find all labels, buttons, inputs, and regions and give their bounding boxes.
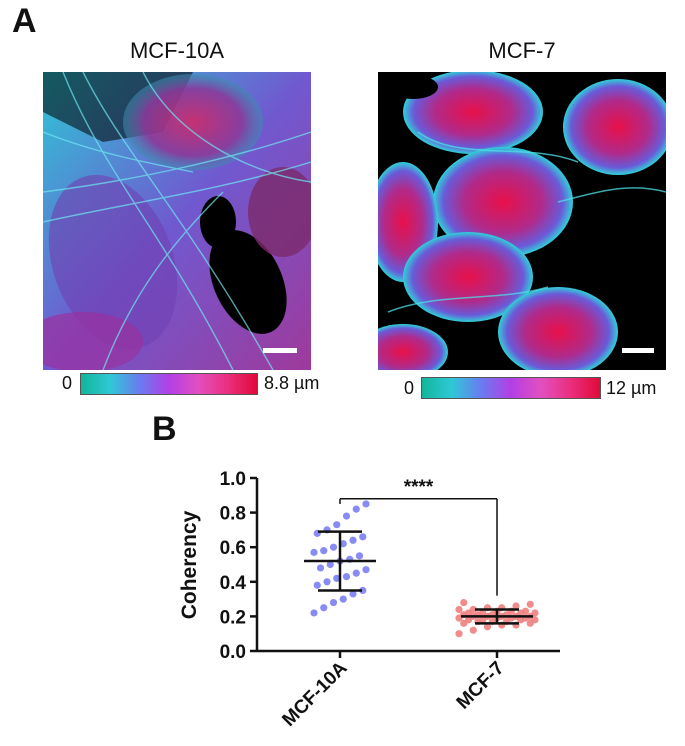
mcf10a-point <box>362 500 370 508</box>
mcf10a-colorbar <box>80 373 258 395</box>
mcf7-point <box>526 600 534 608</box>
mcf10a-point <box>333 574 341 582</box>
y-axis-label: Coherency <box>178 510 201 619</box>
mcf10a-point <box>323 578 331 586</box>
mcf10a-colorbar-max: 8.8 µm <box>264 373 320 393</box>
mcf7-colorbar-min: 0 <box>404 378 415 398</box>
mcf10a-point <box>329 543 338 551</box>
mcf10a-point <box>359 586 367 595</box>
panel-b-label: B <box>152 410 177 448</box>
mcf7-point <box>531 609 539 617</box>
mcf10a-point <box>320 547 328 555</box>
mcf7-point <box>455 630 463 638</box>
mcf10a-point <box>339 540 347 548</box>
mcf10a-point <box>342 573 351 581</box>
panel-a-label: A <box>12 2 37 40</box>
y-tick-label: 1.0 <box>220 469 246 490</box>
significance-stars: **** <box>404 477 434 498</box>
mcf10a-point <box>310 548 318 556</box>
y-tick-label: 0.4 <box>220 573 247 594</box>
mcf10a-point <box>362 566 370 574</box>
y-tick-label: 0.0 <box>220 642 246 663</box>
mcf7-point <box>521 607 530 615</box>
y-tick-label: 0.2 <box>220 607 246 628</box>
mcf10a-point <box>359 533 367 541</box>
mcf7-micrograph <box>378 72 666 370</box>
mcf7-colorbar <box>421 377 601 399</box>
mcf7-point <box>460 598 468 607</box>
mcf10a-point <box>349 590 357 598</box>
mcf7-point <box>512 602 520 610</box>
y-tick-label: 0.6 <box>220 538 246 559</box>
mcf10a-point <box>352 505 360 513</box>
x-tick-label: MCF-10A <box>278 657 351 730</box>
mcf7-image-title: MCF-7 <box>488 38 556 63</box>
mcf10a-point <box>326 560 334 569</box>
mcf7-point <box>483 623 492 631</box>
mcf10a-point <box>352 569 360 577</box>
mcf7-point <box>479 609 487 617</box>
mcf10a-point <box>342 512 351 520</box>
mcf10a-micrograph <box>43 72 311 370</box>
mcf10a-point <box>316 564 325 572</box>
y-tick-label: 0.8 <box>220 504 246 525</box>
mcf10a-point <box>313 581 321 589</box>
mcf10a-colorbar-min: 0 <box>62 373 73 393</box>
mcf10a-point <box>333 521 341 529</box>
mcf7-colorbar-max: 12 µm <box>606 378 657 398</box>
mcf10a-point <box>310 609 318 617</box>
mcf10a-image-title: MCF-10A <box>129 38 225 63</box>
mcf10a-point <box>339 595 347 603</box>
mcf7-point <box>455 605 463 614</box>
mcf10a-point <box>320 604 328 612</box>
mcf7-point <box>469 605 477 614</box>
mcf10a-point <box>349 536 357 544</box>
mcf10a-point <box>355 552 364 560</box>
mcf7-point <box>469 626 477 634</box>
x-tick-label: MCF-7 <box>453 658 509 714</box>
mcf10a-point <box>329 598 338 607</box>
